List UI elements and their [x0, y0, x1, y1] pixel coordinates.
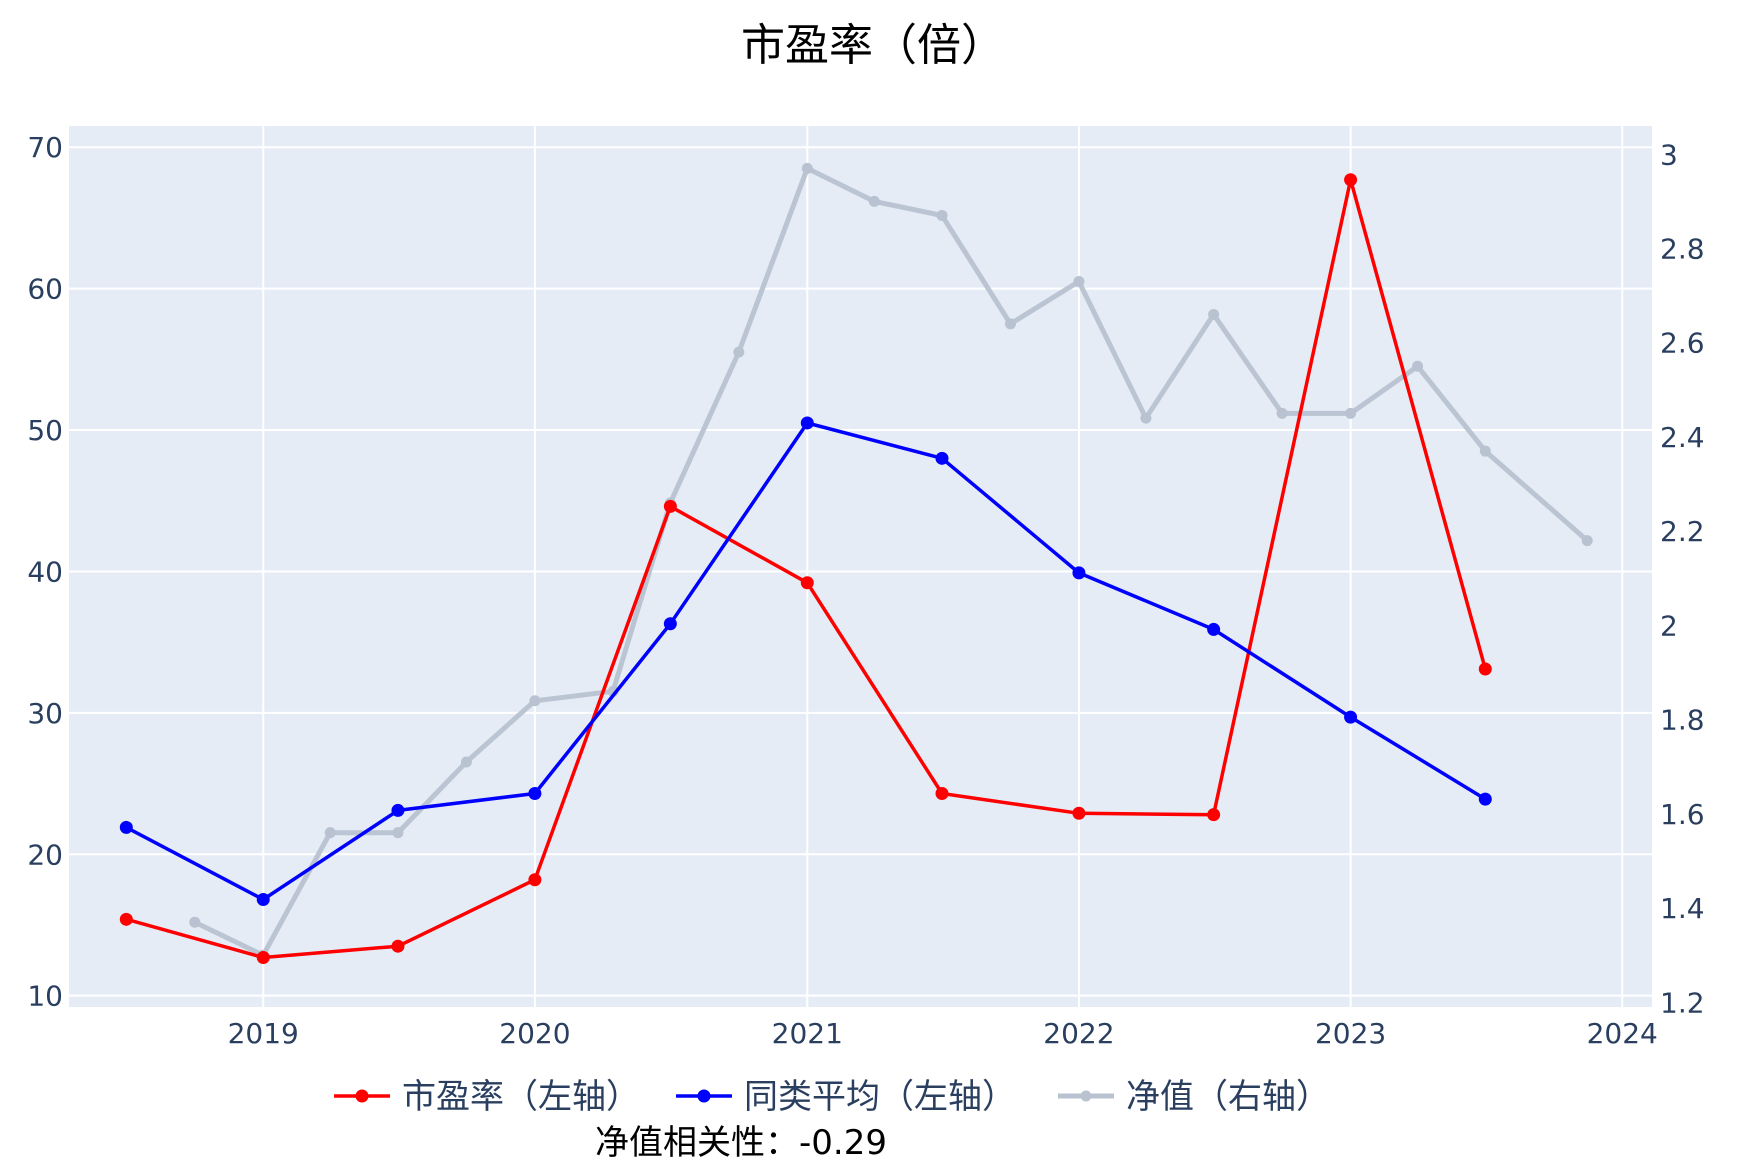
data-point [324, 827, 336, 839]
legend-label: 市盈率（左轴） [402, 1077, 640, 1117]
data-point [800, 416, 814, 430]
data-point [733, 346, 745, 358]
data-point [663, 499, 677, 513]
x-tick-label: 2023 [1315, 1017, 1386, 1050]
y-tick-label: 20 [27, 838, 63, 871]
legend-label: 净值（右轴） [1126, 1077, 1330, 1117]
data-point [801, 162, 813, 174]
x-tick-label: 2019 [228, 1017, 299, 1050]
chart-title: 市盈率（倍） [741, 20, 1005, 71]
data-point [528, 873, 542, 887]
data-point [119, 820, 133, 834]
data-point [189, 916, 201, 928]
axis-labels: 10 20 30 40 50 60 70 1.2 1.4 1.6 1.8 2 2.2 2.4 2.6 2.8 3… [27, 131, 1704, 1050]
y-tick-label: 30 [27, 697, 63, 730]
data-point [1072, 806, 1086, 820]
data-point [391, 803, 405, 817]
data-point [1208, 308, 1220, 320]
y2-tick-label: 2.8 [1660, 232, 1705, 265]
data-point [1478, 662, 1492, 676]
data-point [1073, 275, 1085, 287]
data-point [1207, 808, 1221, 822]
data-point [1072, 566, 1086, 580]
data-point [1207, 622, 1221, 636]
legend-label: 同类平均（左轴） [744, 1077, 1016, 1117]
data-point [528, 786, 542, 800]
correlation-note: 净值相关性：-0.29 [595, 1123, 887, 1162]
data-point [1345, 407, 1357, 419]
y2-tick-label: 1.4 [1660, 892, 1705, 925]
y-tick-label: 60 [27, 273, 63, 306]
legend: 市盈率（左轴） 同类平均（左轴） 净值（右轴） [334, 1077, 1330, 1117]
legend-swatch-marker [697, 1089, 711, 1103]
data-point [800, 576, 814, 590]
y2-tick-label: 1.6 [1660, 798, 1705, 831]
data-point [119, 912, 133, 926]
y-tick-label: 40 [27, 555, 63, 588]
y2-tick-label: 2.4 [1660, 421, 1705, 454]
data-point [663, 617, 677, 631]
plot-background [69, 126, 1652, 1007]
y2-tick-label: 2.2 [1660, 515, 1705, 548]
x-tick-label: 2022 [1043, 1017, 1114, 1050]
data-point [1478, 792, 1492, 806]
y2-tick-label: 3 [1660, 138, 1678, 171]
legend-swatch-marker [1080, 1090, 1092, 1102]
data-point [1344, 710, 1358, 724]
x-tick-label: 2021 [772, 1017, 843, 1050]
legend-swatch-marker [355, 1089, 369, 1103]
y-tick-label: 70 [27, 131, 63, 164]
data-point [935, 786, 949, 800]
data-point [868, 195, 880, 207]
y2-tick-label: 2.6 [1660, 327, 1705, 360]
data-point [1004, 318, 1016, 330]
y2-tick-label: 2 [1660, 609, 1678, 642]
data-point [1581, 535, 1593, 547]
y-tick-label: 10 [27, 980, 63, 1013]
data-point [391, 939, 405, 953]
data-point [1479, 445, 1491, 457]
y2-tick-label: 1.2 [1660, 986, 1705, 1019]
series-layer [119, 162, 1593, 965]
data-point [936, 210, 948, 222]
data-point [392, 827, 404, 839]
data-point [1276, 407, 1288, 419]
data-point [256, 893, 270, 907]
data-point [529, 695, 541, 707]
data-point [460, 756, 472, 768]
data-point [1140, 412, 1152, 424]
x-tick-label: 2020 [499, 1017, 570, 1050]
y-tick-label: 50 [27, 414, 63, 447]
y2-tick-label: 1.8 [1660, 704, 1705, 737]
data-point [1412, 360, 1424, 372]
data-point [1344, 173, 1358, 187]
x-tick-label: 2024 [1587, 1017, 1658, 1050]
data-point [935, 451, 949, 465]
data-point [256, 951, 270, 965]
